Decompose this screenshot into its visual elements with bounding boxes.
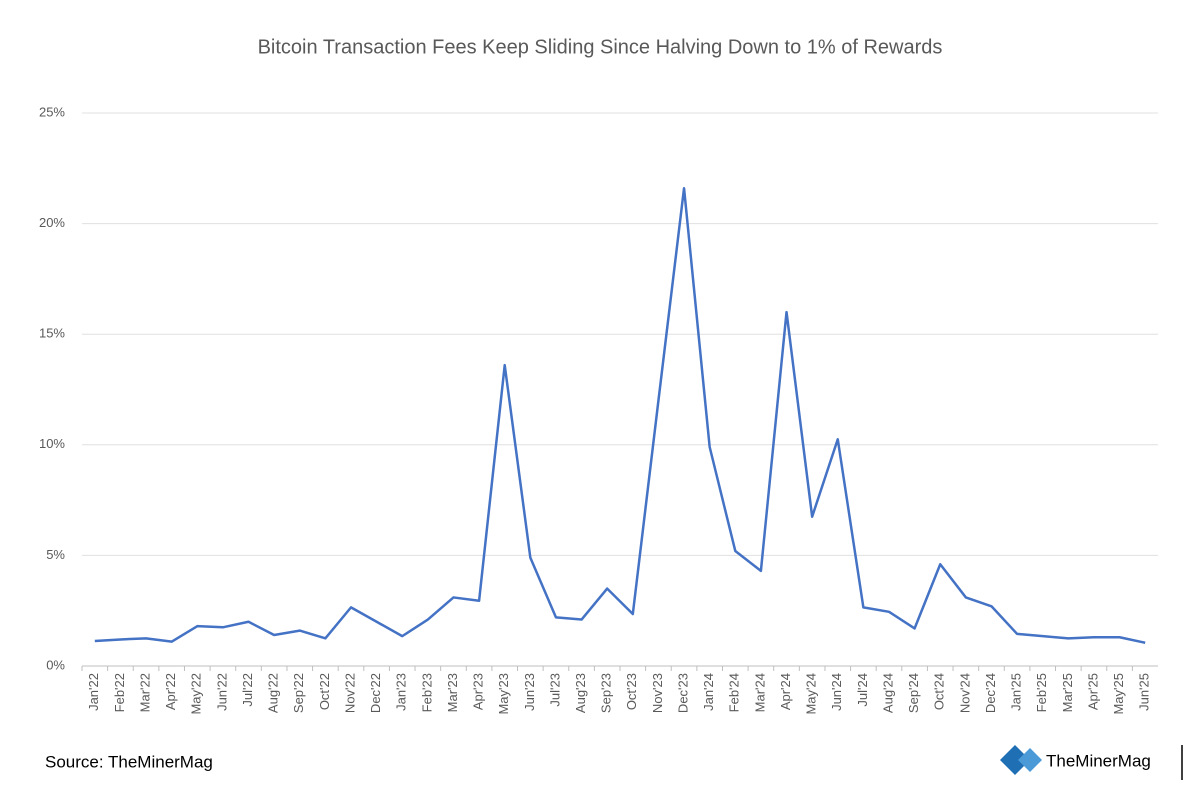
y-tick-label: 0%: [46, 657, 65, 672]
x-tick-label: Sep'22: [291, 673, 306, 713]
x-tick-label: Nov'22: [342, 673, 357, 713]
x-tick-label: Jun'23: [522, 673, 537, 711]
chart-title: Bitcoin Transaction Fees Keep Sliding Si…: [258, 36, 943, 58]
logo: TheMinerMag: [1000, 745, 1183, 780]
x-tick-label: Mar'24: [752, 673, 767, 712]
x-tick-label: May'23: [496, 673, 511, 715]
x-tick-label: Sep'24: [906, 673, 921, 713]
x-tick-label: Dec'22: [368, 673, 383, 713]
x-tick-label: Sep'23: [599, 673, 614, 713]
logo-text: TheMinerMag: [1046, 751, 1151, 770]
x-tick-label: Aug'22: [266, 673, 281, 713]
x-tick-label: Dec'23: [675, 673, 690, 713]
x-tick-label: Jan'23: [394, 673, 409, 711]
x-tick-label: Mar'25: [1060, 673, 1075, 712]
x-tick-label: Apr'25: [1085, 673, 1100, 710]
series-line: [94, 186, 1146, 644]
x-tick-label: Apr'23: [471, 673, 486, 710]
x-tick-label: Mar'23: [445, 673, 460, 712]
y-tick-label: 10%: [39, 436, 65, 451]
x-tick-label: Jul'22: [240, 673, 255, 707]
x-tick-label: Jan'25: [1009, 673, 1024, 711]
x-tick-label: Jan'22: [86, 673, 101, 711]
x-tick-label: May'22: [189, 673, 204, 715]
x-tick-label: Feb'22: [112, 673, 127, 712]
x-tick-label: Apr'24: [778, 673, 793, 710]
x-tick-label: Dec'24: [983, 673, 998, 713]
x-tick-label: Nov'24: [957, 673, 972, 713]
x-tick-label: Feb'23: [419, 673, 434, 712]
y-tick-label: 20%: [39, 215, 65, 230]
y-tick-label: 15%: [39, 326, 65, 341]
y-tick-label: 5%: [46, 547, 65, 562]
x-tick-label: Nov'23: [650, 673, 665, 713]
x-tick-label: May'24: [804, 673, 819, 715]
x-tick-label: Jun'22: [214, 673, 229, 711]
x-tick-label: Jul'23: [547, 673, 562, 707]
x-tick-label: May'25: [1111, 673, 1126, 715]
x-tick-label: Jul'24: [855, 673, 870, 707]
x-tick-label: Jun'24: [829, 673, 844, 711]
x-tick-label: Apr'22: [163, 673, 178, 710]
x-tick-label: Aug'23: [573, 673, 588, 713]
x-tick-label: Oct'24: [932, 673, 947, 710]
x-tick-label: Oct'22: [317, 673, 332, 710]
logo-mark: [1018, 748, 1042, 772]
x-tick-label: Oct'23: [624, 673, 639, 710]
x-tick-label: Jan'24: [701, 673, 716, 711]
source: Source: TheMinerMag: [45, 752, 213, 771]
x-tick-label: Aug'24: [880, 673, 895, 713]
x-tick-label: Mar'22: [137, 673, 152, 712]
logo-mark: [1000, 745, 1030, 775]
x-tick-label: Feb'24: [727, 673, 742, 712]
x-tick-label: Feb'25: [1034, 673, 1049, 712]
y-tick-label: 25%: [39, 104, 65, 119]
x-tick-label: Jun'25: [1137, 673, 1152, 711]
